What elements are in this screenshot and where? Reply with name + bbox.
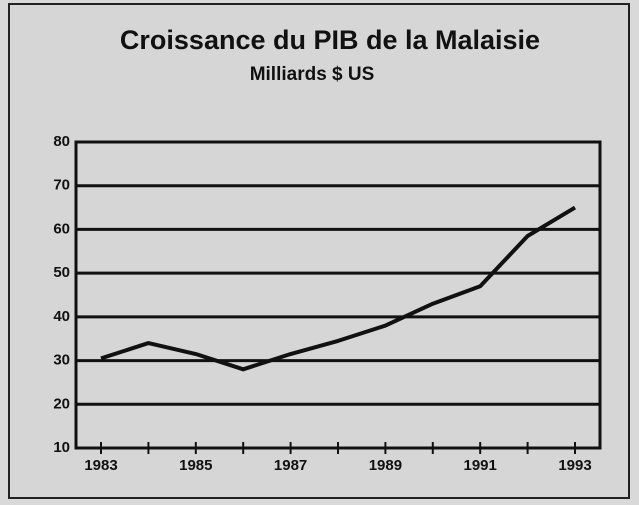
x-tick-label: 1993 [558, 457, 591, 474]
y-tick-label: 40 [53, 308, 70, 325]
y-tick-label: 60 [53, 220, 70, 237]
frame [8, 3, 630, 499]
chart-title: Croissance du PIB de la Malaisie [120, 25, 540, 55]
x-tick-label: 1983 [84, 457, 117, 474]
line [100, 205, 577, 372]
x-tick-label: 1985 [179, 457, 212, 474]
x-tick-label: 1991 [464, 457, 497, 474]
chart-subtitle: Milliards $ US [250, 64, 375, 85]
x-tick-label: 1989 [369, 457, 402, 474]
y-tick-label: 10 [53, 439, 70, 456]
y-tick-label: 80 [53, 133, 70, 150]
y-tick-label: 20 [53, 395, 70, 412]
y-tick-label: 30 [53, 352, 70, 369]
x-tick-label: 1987 [274, 457, 307, 474]
y-tick-label: 70 [53, 177, 70, 194]
y-tick-label: 50 [53, 264, 70, 281]
